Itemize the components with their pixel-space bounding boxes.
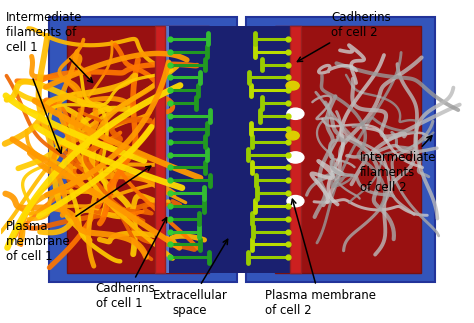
Circle shape — [287, 108, 304, 120]
Polygon shape — [48, 17, 237, 282]
Text: Intermediate
filaments
of cell 2: Intermediate filaments of cell 2 — [359, 136, 436, 194]
Text: Extracellular
space: Extracellular space — [153, 239, 228, 317]
Polygon shape — [275, 26, 421, 273]
Text: Cadherins
of cell 2: Cadherins of cell 2 — [297, 11, 391, 62]
Polygon shape — [246, 17, 435, 282]
Circle shape — [286, 131, 299, 140]
Circle shape — [287, 195, 304, 207]
FancyBboxPatch shape — [157, 26, 301, 273]
Circle shape — [287, 152, 304, 163]
Text: Plasma
membrane
of cell 1: Plasma membrane of cell 1 — [6, 166, 151, 263]
Text: Cadherins
of cell 1: Cadherins of cell 1 — [96, 218, 166, 310]
FancyBboxPatch shape — [290, 26, 301, 273]
Text: Plasma membrane
of cell 2: Plasma membrane of cell 2 — [265, 199, 376, 317]
Polygon shape — [67, 26, 209, 273]
Circle shape — [286, 81, 299, 90]
Text: Intermediate
filaments of
cell 1: Intermediate filaments of cell 1 — [6, 11, 92, 82]
FancyBboxPatch shape — [155, 26, 165, 273]
FancyBboxPatch shape — [157, 26, 169, 273]
